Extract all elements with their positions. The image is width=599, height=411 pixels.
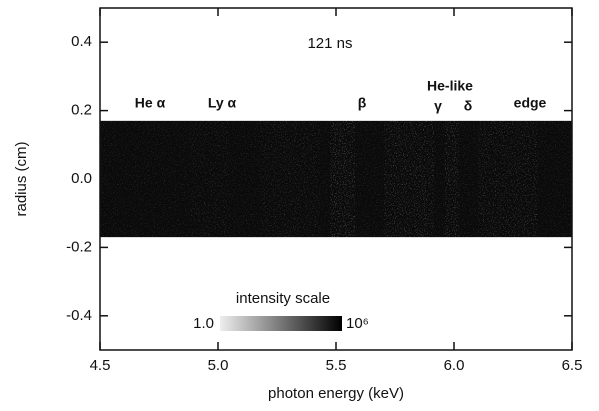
line-annotation: Ly α [208, 95, 237, 111]
line-annotation: He α [135, 95, 166, 111]
colorbar-title: intensity scale [236, 290, 330, 307]
y-tick-label: 0.4 [71, 33, 92, 50]
x-tick-label: 6.0 [444, 357, 465, 374]
y-tick-label: 0.2 [71, 102, 92, 119]
plot-area [100, 120, 572, 238]
line-annotation: He-like [427, 78, 473, 94]
line-annotation: β [358, 95, 367, 111]
x-tick-label: 5.5 [326, 357, 347, 374]
x-axis-label: photon energy (keV) [268, 385, 404, 402]
band-noise [100, 120, 572, 238]
x-tick-label: 4.5 [90, 357, 111, 374]
y-tick-label: -0.2 [66, 238, 92, 255]
x-tick-label: 6.5 [562, 357, 583, 374]
x-tick-label: 5.0 [208, 357, 229, 374]
colorbar [220, 316, 342, 331]
y-tick-label: -0.4 [66, 307, 92, 324]
line-annotation: edge [514, 95, 547, 111]
line-annotation: γ [434, 98, 442, 114]
colorbar-max-label: 10⁶ [346, 315, 369, 332]
line-annotation: δ [464, 98, 473, 114]
colorbar-min-label: 1.0 [193, 315, 214, 332]
y-axis-label: radius (cm) [13, 141, 30, 216]
chart-title: 121 ns [307, 35, 352, 52]
y-tick-label: 0.0 [71, 170, 92, 187]
